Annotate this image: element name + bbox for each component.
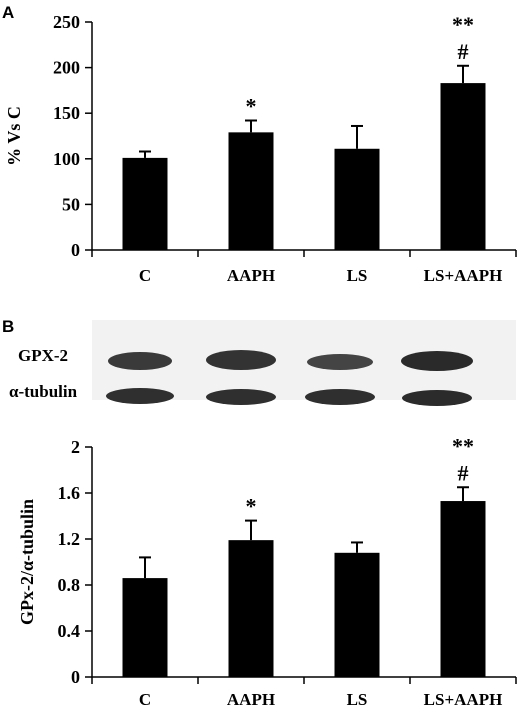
significance-annotation: **: [452, 12, 474, 37]
bar-ls-aaph: [440, 501, 486, 677]
category-label: LS: [347, 266, 368, 285]
category-label: AAPH: [227, 690, 275, 709]
blot-band-gpx2-lsaaph: [401, 351, 473, 371]
blot-label-gpx2: GPX-2: [18, 346, 68, 365]
y-tick-label: 250: [53, 12, 80, 32]
significance-annotation: *: [246, 93, 257, 118]
bar-aaph: [228, 132, 274, 250]
y-tick-label: 150: [53, 103, 80, 123]
bar-aaph: [228, 540, 274, 677]
y-tick-label: 200: [53, 58, 80, 78]
y-axis-title: % Vs C: [4, 106, 24, 166]
bar-c: [122, 578, 168, 677]
bar-ls-aaph: [440, 83, 486, 250]
western-blot: GPX-2 α-tubulin: [9, 320, 516, 406]
blot-label-tubulin: α-tubulin: [9, 382, 78, 401]
significance-annotation: #: [458, 39, 469, 64]
y-tick-label: 2: [71, 437, 80, 457]
bar-c: [122, 157, 168, 250]
chart-b: 0 0.4 0.8 1.2 1.6 2 C AAPH * LS LS+AAPH **# GPx-2/α-…: [17, 433, 517, 709]
category-label: LS+AAPH: [424, 266, 503, 285]
significance-annotation: **: [452, 433, 474, 458]
category-label: C: [139, 266, 151, 285]
y-tick-label: 0: [71, 240, 80, 260]
panel-a-letter: A: [2, 3, 14, 22]
blot-band-gpx2-c: [108, 352, 172, 370]
blot-band-tubulin-c: [106, 388, 174, 404]
bar-ls: [334, 148, 380, 250]
y-tick-label: 50: [62, 194, 80, 214]
blot-band-tubulin-lsaaph: [402, 390, 472, 406]
significance-annotation: *: [246, 494, 257, 519]
y-tick-label: 100: [53, 149, 80, 169]
blot-band-tubulin-aaph: [206, 389, 276, 405]
y-tick-label: 1.2: [58, 529, 81, 549]
y-axis-title: GPx-2/α-tubulin: [17, 499, 37, 625]
blot-band-tubulin-ls: [305, 389, 375, 405]
chart-a: 0 50 100 150 200 250 C AAPH * LS LS+AAPH **# % Vs C: [4, 12, 517, 285]
y-tick-label: 0: [71, 667, 80, 687]
significance-annotation: #: [458, 460, 469, 485]
bar-ls: [334, 552, 380, 677]
category-label: LS: [347, 690, 368, 709]
blot-band-gpx2-aaph: [206, 350, 276, 370]
category-label: AAPH: [227, 266, 275, 285]
category-label: C: [139, 690, 151, 709]
blot-band-gpx2-ls: [307, 354, 373, 370]
y-tick-label: 1.6: [58, 483, 81, 503]
y-tick-label: 0.4: [58, 621, 81, 641]
y-tick-label: 0.8: [58, 575, 81, 595]
category-label: LS+AAPH: [424, 690, 503, 709]
panel-b-letter: B: [2, 317, 14, 336]
